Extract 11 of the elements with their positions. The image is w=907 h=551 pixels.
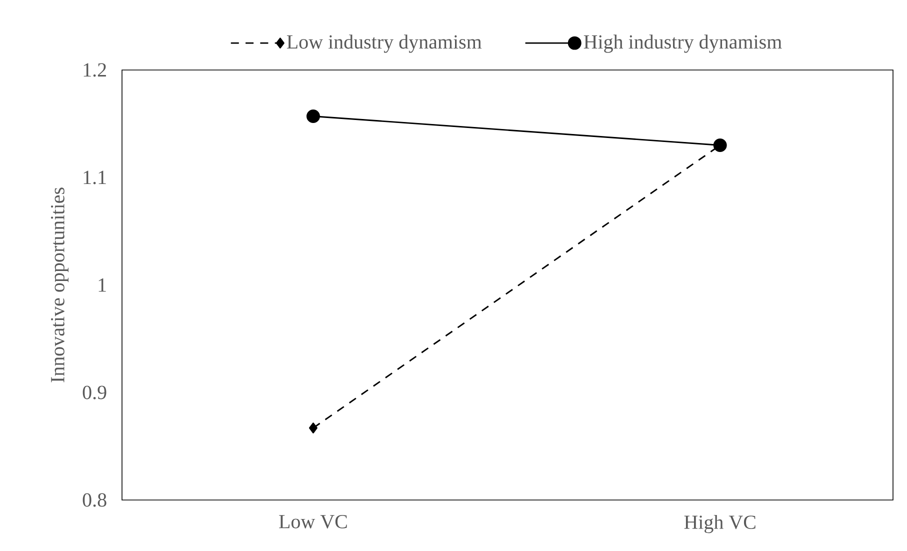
point <box>306 109 320 123</box>
y-tick-label: 1 <box>98 278 106 292</box>
y-tick-label: 0.9 <box>82 386 106 400</box>
y-tick-label: 0.8 <box>82 493 106 507</box>
legend-label: Low industry dynamism <box>286 34 482 53</box>
legend-label: High industry dynamism <box>584 34 782 53</box>
x-tick-label: High VC <box>684 514 756 534</box>
y-axis-title: Innovative opportunities <box>50 188 68 382</box>
y-tick-label: 1.2 <box>84 63 106 77</box>
y-tick-label: 1.1 <box>84 170 106 184</box>
x-tick-label: Low VC <box>279 514 347 528</box>
